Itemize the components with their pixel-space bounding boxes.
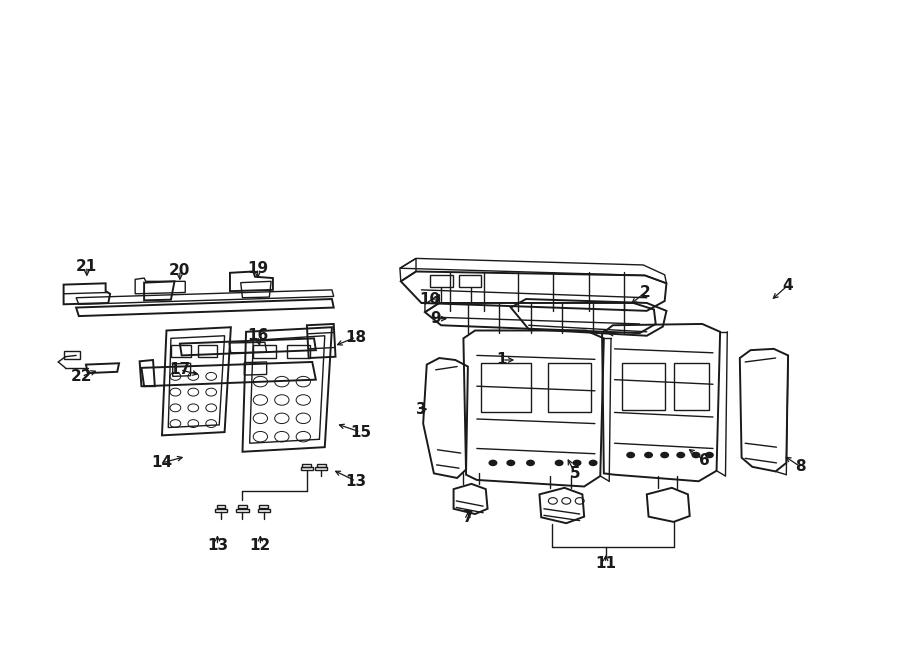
Text: 19: 19: [248, 260, 268, 276]
Circle shape: [676, 451, 685, 458]
Text: 5: 5: [570, 466, 580, 481]
Bar: [459, 275, 482, 287]
Circle shape: [644, 451, 653, 458]
Text: 2: 2: [640, 285, 651, 300]
Text: 11: 11: [595, 556, 616, 570]
Circle shape: [705, 451, 714, 458]
Bar: [430, 275, 453, 287]
Bar: [315, 467, 328, 469]
Circle shape: [691, 451, 700, 458]
Bar: [198, 345, 218, 357]
Bar: [287, 345, 310, 358]
Bar: [482, 364, 530, 412]
Bar: [548, 364, 591, 412]
Bar: [257, 509, 270, 512]
Text: 12: 12: [250, 538, 271, 553]
Bar: [302, 463, 311, 467]
Circle shape: [661, 451, 669, 458]
Text: 17: 17: [169, 362, 191, 377]
Text: 4: 4: [782, 278, 793, 293]
Text: 9: 9: [430, 311, 441, 326]
Text: 18: 18: [346, 330, 366, 344]
Circle shape: [526, 459, 535, 466]
Bar: [253, 345, 275, 358]
Circle shape: [489, 459, 498, 466]
Bar: [64, 351, 80, 360]
Text: 1: 1: [497, 352, 507, 368]
Text: 7: 7: [463, 510, 473, 525]
Text: 3: 3: [416, 402, 427, 416]
Text: 13: 13: [346, 474, 366, 488]
Bar: [622, 364, 665, 410]
Circle shape: [507, 459, 516, 466]
Bar: [259, 505, 268, 508]
Bar: [673, 364, 709, 410]
Text: 8: 8: [796, 459, 806, 475]
Circle shape: [554, 459, 563, 466]
Text: 16: 16: [248, 329, 268, 343]
Text: 15: 15: [350, 424, 371, 440]
Text: 6: 6: [698, 453, 709, 468]
Bar: [317, 463, 326, 467]
Text: 22: 22: [71, 369, 92, 384]
Text: 21: 21: [76, 258, 97, 274]
Bar: [215, 509, 228, 512]
Bar: [238, 505, 247, 508]
Circle shape: [589, 459, 598, 466]
Bar: [171, 345, 191, 357]
Circle shape: [626, 451, 635, 458]
Bar: [217, 505, 226, 508]
Text: 14: 14: [151, 455, 173, 471]
Bar: [236, 509, 248, 512]
Text: 20: 20: [169, 262, 191, 278]
Bar: [301, 467, 313, 469]
Text: 10: 10: [418, 292, 440, 307]
Text: 13: 13: [207, 538, 228, 553]
Circle shape: [572, 459, 581, 466]
